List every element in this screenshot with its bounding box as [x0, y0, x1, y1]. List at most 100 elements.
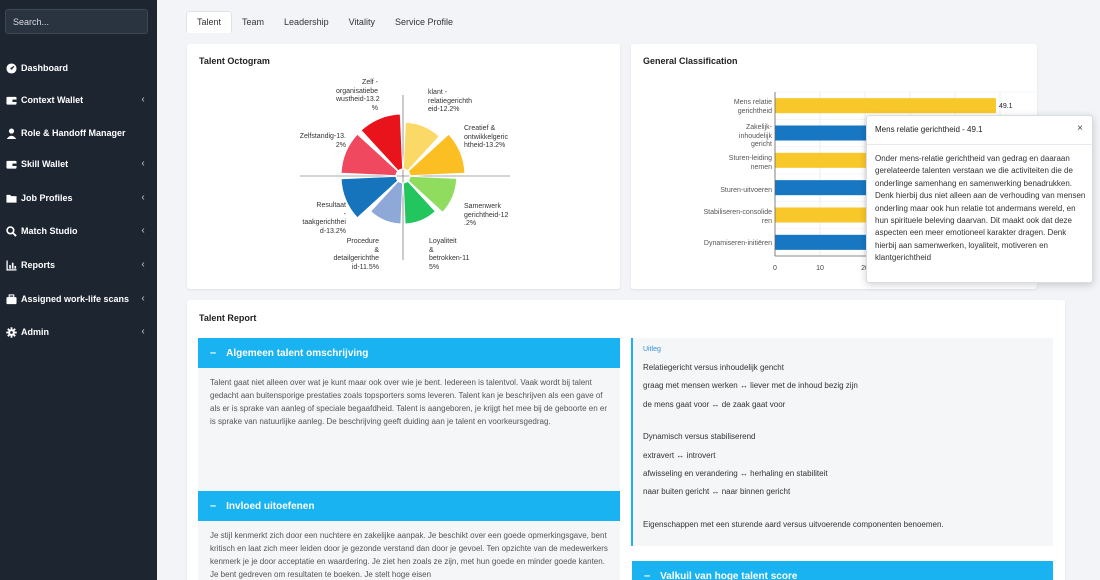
user-icon	[6, 128, 17, 139]
accordion-valkuil[interactable]: – Valkuil van hoge talent score	[632, 561, 1053, 580]
classification-tooltip: Mens relatie gerichtheid - 49.1 × Onder …	[866, 115, 1093, 283]
tab-team[interactable]: Team	[242, 17, 265, 27]
profile-tabs: Talent Team Leadership Vitality Service …	[186, 11, 463, 33]
octogram-slice[interactable]	[402, 180, 437, 225]
tooltip-title: Mens relatie gerichtheid - 49.1	[875, 125, 983, 134]
sidebar-item-label: Dashboard	[21, 63, 69, 73]
uitleg-line: graag met mensen werken ↔ liever met de …	[643, 381, 858, 390]
chevron-left-icon: ‹	[141, 158, 145, 169]
octogram-slice[interactable]	[340, 133, 399, 177]
sidebar-item-role-handoff-manager[interactable]: Role & Handoff Manager	[0, 123, 157, 143]
x-tick-label: 20	[861, 265, 869, 272]
tab-vitality[interactable]: Vitality	[348, 17, 375, 27]
dashboard-icon	[6, 62, 17, 74]
chevron-left-icon: ‹	[141, 326, 145, 337]
sidebar-item-label: Match Studio	[21, 226, 78, 236]
octogram-slice[interactable]	[340, 175, 399, 219]
sidebar-item-context-wallet[interactable]: Context Wallet ‹	[0, 90, 157, 110]
search-input[interactable]	[5, 9, 148, 34]
accordion-text: Talent gaat niet alleen over wat je kunt…	[210, 378, 607, 426]
sidebar-item-dashboard[interactable]: Dashboard	[0, 58, 157, 78]
sidebar-item-label: Job Profiles	[21, 193, 73, 203]
sidebar-item-skill-wallet[interactable]: Skill Wallet ‹	[0, 154, 157, 174]
x-tick-label: 0	[773, 265, 777, 272]
octogram-chart	[300, 95, 510, 260]
octogram-slice[interactable]	[407, 175, 458, 214]
wallet-icon	[6, 95, 17, 106]
sidebar-item-reports[interactable]: Reports ‹	[0, 255, 157, 275]
sidebar-item-label: Context Wallet	[21, 95, 84, 105]
chevron-left-icon: ‹	[141, 192, 145, 203]
bar-value-label: 49.1	[999, 103, 1013, 110]
accordion-body: Talent gaat niet alleen over wat je kunt…	[198, 368, 620, 491]
chevron-left-icon: ‹	[141, 259, 145, 270]
minus-icon: –	[210, 500, 217, 512]
category-label: Zakelijk-inhoudelijk gericht	[738, 124, 772, 148]
sidebar-item-label: Admin	[21, 327, 49, 337]
minus-icon: –	[644, 570, 651, 580]
uitleg-title: Uitleg	[643, 346, 661, 353]
octogram-label: Zelf - organisatiebe wustheid-13.2%	[336, 79, 380, 112]
category-label: Dynamiseren-initiëren	[703, 240, 772, 247]
folder-icon	[6, 193, 17, 204]
chart-icon	[6, 259, 17, 271]
accordion-text: Je stijl kenmerkt zich door een nuchtere…	[210, 531, 608, 579]
classification-title: General Classification	[643, 56, 738, 66]
accordion-title: Algemeen talent omschrijving	[226, 347, 369, 359]
accordion-invloed-uitoefenen[interactable]: – Invloed uitoefenen	[198, 491, 620, 521]
sidebar-item-admin[interactable]: Admin ‹	[0, 322, 157, 342]
uitleg-panel: Uitleg Relatiegericht versus inhoudelijk…	[631, 338, 1053, 546]
sidebar-item-label: Role & Handoff Manager	[21, 128, 126, 138]
octogram-label: Samenwerk gerichtheid-12.2%	[464, 203, 509, 227]
tab-talent[interactable]: Talent	[186, 11, 233, 33]
chevron-left-icon: ‹	[141, 293, 145, 304]
sidebar-item-label: Assigned work-life scans	[21, 294, 130, 304]
octogram-slice[interactable]	[407, 133, 466, 177]
gear-icon	[6, 326, 17, 338]
uitleg-line: Relatiegericht versus inhoudelijk gencht	[643, 363, 784, 372]
sidebar-item-match-studio[interactable]: Match Studio ‹	[0, 221, 157, 241]
accordion-title: Valkuil van hoge talent score	[660, 570, 798, 580]
sidebar-item-label: Skill Wallet	[21, 159, 69, 169]
chevron-left-icon: ‹	[141, 94, 145, 105]
tab-leadership[interactable]: Leadership	[284, 17, 329, 27]
tooltip-body: Onder mens-relatie gerichtheid van gedra…	[875, 154, 1086, 263]
search-icon	[6, 225, 17, 237]
octogram-slice[interactable]	[369, 180, 404, 225]
sidebar: Dashboard Context Wallet ‹ Role & Handof…	[0, 0, 157, 580]
category-label: Mens relatie gerichtheid	[733, 99, 772, 115]
category-label: Sturen-uitvoeren	[720, 187, 772, 194]
sidebar-item-label: Reports	[21, 260, 56, 270]
tab-service-profile[interactable]: Service Profile	[394, 17, 453, 27]
x-tick-label: 10	[816, 265, 824, 272]
octogram-label: Procedure & detailgerichthe id-11.5%	[333, 238, 379, 271]
octogram-label: Zelfstandig-13. 2%	[299, 133, 346, 149]
accordion-algemeen-talent[interactable]: – Algemeen talent omschrijving	[198, 338, 620, 368]
uitleg-line: Dynamisch versus stabiliserend	[643, 432, 756, 441]
chevron-left-icon: ‹	[141, 225, 145, 236]
sidebar-item-job-profiles[interactable]: Job Profiles ‹	[0, 188, 157, 208]
uitleg-line: extravert ↔ introvert	[643, 451, 716, 460]
classification-bar[interactable]	[775, 98, 996, 114]
minus-icon: –	[210, 347, 217, 359]
close-icon[interactable]: ×	[1077, 123, 1083, 134]
sidebar-item-assigned-work-life-scans[interactable]: Assigned work-life scans ‹	[0, 289, 157, 309]
category-label: Stabiliseren-consolide ren	[703, 209, 772, 225]
octogram-slice[interactable]	[360, 113, 404, 172]
wallet-icon	[6, 159, 17, 170]
octogram-slice[interactable]	[402, 121, 441, 172]
uitleg-line: de mens gaat voor ↔ de zaak gaat voor	[643, 400, 786, 409]
category-label: Sturen-leiding nemen	[728, 155, 772, 171]
octogram-label: Resultaat - taakgerichthei d-13.2%	[302, 202, 346, 235]
briefcase-icon	[6, 293, 17, 305]
octogram-title: Talent Octogram	[199, 56, 270, 66]
uitleg-line: naar buiten gericht ↔ naar binnen gerich…	[643, 487, 791, 496]
talent-report-title: Talent Report	[199, 313, 257, 323]
accordion-title: Invloed uitoefenen	[226, 500, 315, 512]
tooltip-divider	[867, 144, 1092, 145]
octogram-label: klant - relatiegerichth eid-12.2%	[428, 89, 472, 113]
accordion-body: Je stijl kenmerkt zich door een nuchtere…	[198, 521, 620, 580]
uitleg-line: afwisseling en verandering ↔ herhaling e…	[643, 469, 828, 478]
octogram-label: Loyaliteit & betrokken-11 5%	[429, 238, 470, 271]
octogram-label: Creatief & ontwikkelgeric htheid-13.2%	[464, 125, 508, 149]
